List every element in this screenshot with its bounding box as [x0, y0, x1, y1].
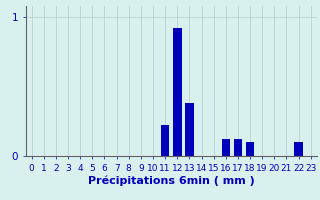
Bar: [294, 142, 303, 156]
Bar: [234, 139, 242, 156]
Bar: [246, 142, 254, 156]
Bar: [161, 125, 169, 156]
Bar: [185, 103, 194, 156]
X-axis label: Précipitations 6min ( mm ): Précipitations 6min ( mm ): [88, 175, 255, 186]
Bar: [173, 28, 181, 156]
Bar: [221, 139, 230, 156]
